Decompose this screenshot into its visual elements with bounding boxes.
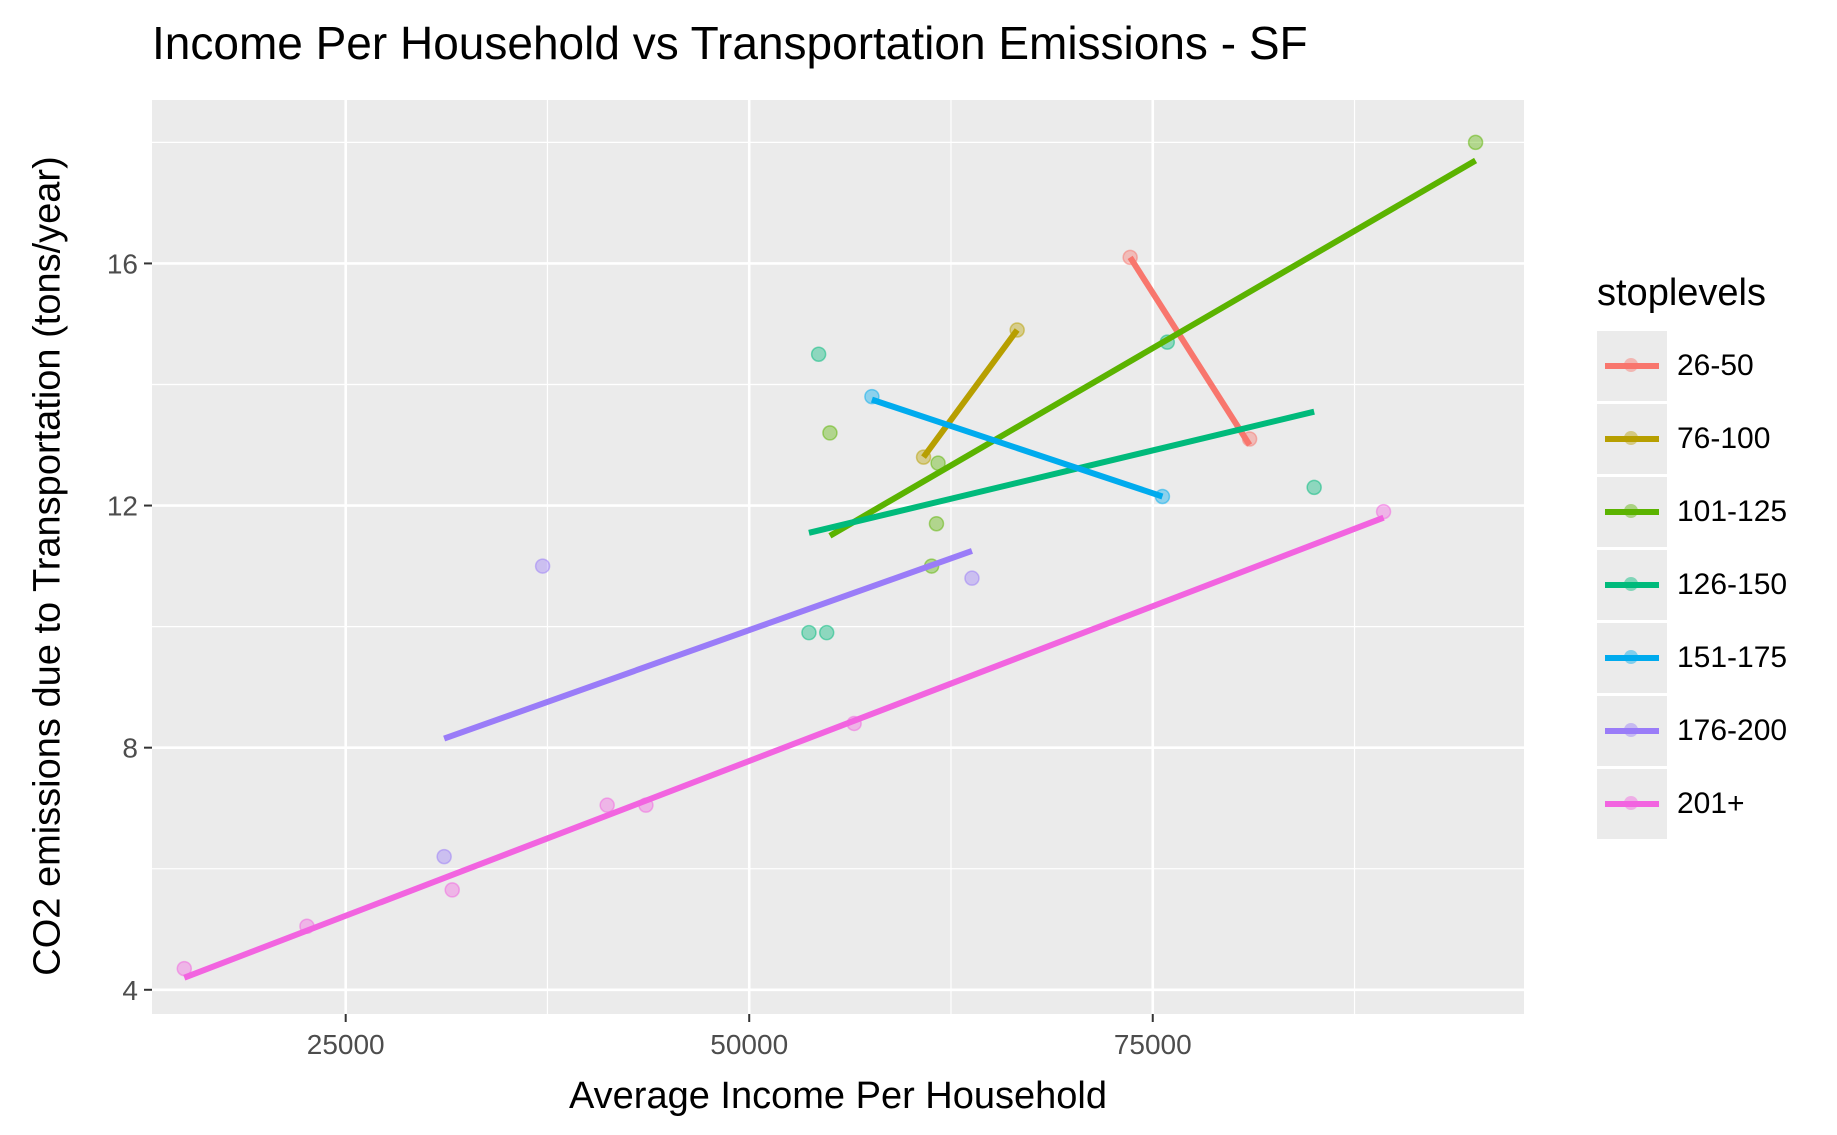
- legend-key: [1597, 622, 1667, 693]
- legend-key: [1597, 330, 1667, 401]
- legend-key-line: [1605, 435, 1659, 442]
- plot-panel: [152, 100, 1524, 1014]
- data-point: [534, 558, 551, 574]
- fit-line: [1127, 255, 1253, 447]
- legend-key: [1597, 768, 1667, 839]
- fit-line: [443, 548, 973, 742]
- legend-key: [1597, 549, 1667, 620]
- y-tick-label: 8: [122, 733, 138, 764]
- legend-key-line: [1605, 654, 1659, 661]
- x-tick-label: 50000: [710, 1029, 788, 1060]
- legend-label: 126-150: [1677, 567, 1788, 601]
- legend: stoplevels 26-50 76-100 101-125 126-150 151-…: [1597, 272, 1787, 840]
- legend-key-line: [1605, 362, 1659, 369]
- legend-key-point: [1624, 430, 1638, 445]
- fit-line: [921, 328, 1020, 459]
- chart-title: Income Per Household vs Transportation E…: [152, 17, 1308, 69]
- legend-item: 201+: [1597, 767, 1787, 840]
- legend-title: stoplevels: [1597, 272, 1766, 314]
- y-axis-label: CO2 emissions due to Transportation (ton…: [26, 156, 69, 976]
- legend-key-line: [1605, 581, 1659, 588]
- legend-key-point: [1624, 649, 1638, 664]
- data-point: [436, 848, 452, 865]
- legend-key-line: [1605, 727, 1659, 734]
- legend-key-point: [1624, 576, 1638, 591]
- fit-line: [808, 408, 1315, 536]
- legend-key-point: [1624, 503, 1638, 518]
- data-point: [1306, 479, 1322, 496]
- legend-item: 151-175: [1597, 621, 1787, 694]
- fit-line: [870, 396, 1164, 500]
- legend-key: [1597, 695, 1667, 766]
- legend-key-point: [1624, 357, 1638, 372]
- legend-label: 76-100: [1677, 421, 1771, 455]
- legend-key: [1597, 476, 1667, 547]
- data-point: [1467, 134, 1484, 151]
- data-point: [822, 425, 838, 441]
- data-point: [818, 624, 835, 641]
- legend-item: 76-100: [1597, 402, 1787, 475]
- legend-item: 101-125: [1597, 475, 1787, 548]
- legend-label: 176-200: [1677, 713, 1788, 747]
- fit-line: [183, 514, 1385, 981]
- legend-key-line: [1605, 800, 1659, 807]
- legend-key-point: [1624, 722, 1638, 737]
- y-tick-label: 12: [107, 491, 138, 522]
- legend-label: 26-50: [1677, 348, 1754, 382]
- data-point: [964, 570, 980, 586]
- legend-label: 101-125: [1677, 494, 1788, 528]
- legend-item: 176-200: [1597, 694, 1787, 767]
- legend-item: 126-150: [1597, 548, 1787, 621]
- y-tick-label: 4: [122, 975, 138, 1006]
- data-point: [810, 346, 827, 362]
- legend-key-point: [1624, 795, 1638, 810]
- data-point: [444, 882, 460, 898]
- legend-item: 26-50: [1597, 329, 1787, 402]
- x-tick-label: 25000: [307, 1029, 385, 1060]
- legend-label: 201+: [1677, 786, 1745, 820]
- data-point: [801, 624, 817, 641]
- data-point: [928, 515, 945, 532]
- data-point: [599, 797, 615, 813]
- legend-label: 151-175: [1677, 640, 1788, 674]
- x-tick-label: 75000: [1114, 1029, 1192, 1060]
- legend-key-line: [1605, 508, 1659, 515]
- fit-line: [828, 157, 1478, 539]
- x-axis-label: Average Income Per Household: [569, 1075, 1107, 1117]
- legend-key: [1597, 403, 1667, 474]
- y-tick-label: 16: [107, 248, 138, 279]
